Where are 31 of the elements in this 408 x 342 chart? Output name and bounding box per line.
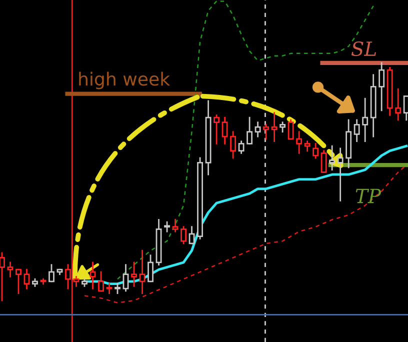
candlestick: [131, 262, 137, 287]
candlestick: [296, 131, 302, 154]
candlestick: [354, 119, 360, 142]
candlestick: [205, 100, 212, 176]
candlestick: [346, 119, 352, 168]
candlestick: [370, 74, 376, 138]
candlestick: [386, 66, 393, 116]
candlestick: [395, 88, 402, 121]
candlestick: [378, 62, 385, 112]
ref-line-label: TP: [356, 188, 382, 204]
candlestick: [271, 112, 278, 142]
candlestick: [139, 250, 146, 294]
candlestick: [304, 140, 310, 152]
candlestick: [280, 122, 286, 133]
candlestick: [312, 142, 319, 159]
candlestick: [329, 145, 336, 171]
candlestick: [337, 148, 344, 202]
candlestick: [24, 268, 30, 290]
candlestick: [106, 283, 112, 294]
candlestick: [7, 262, 14, 278]
candlestick: [222, 116, 228, 144]
candlestick: [156, 218, 162, 266]
candlestick: [122, 264, 129, 292]
candlestick: [90, 262, 96, 290]
candlestick: [254, 122, 261, 138]
candlestick: [263, 124, 270, 140]
candlestick: [172, 218, 178, 232]
candlestick: [362, 98, 368, 142]
ref-line-label: SL: [351, 41, 376, 56]
ref-line-label: high week: [79, 72, 170, 90]
candlestick: [238, 140, 244, 154]
